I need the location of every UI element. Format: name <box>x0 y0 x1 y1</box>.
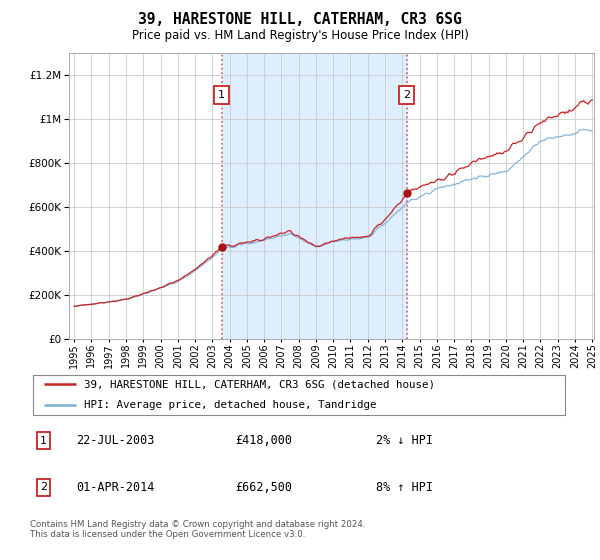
Text: 1: 1 <box>218 90 225 100</box>
Text: 8% ↑ HPI: 8% ↑ HPI <box>376 481 433 494</box>
FancyBboxPatch shape <box>33 375 565 415</box>
Text: 2: 2 <box>403 90 410 100</box>
Text: HPI: Average price, detached house, Tandridge: HPI: Average price, detached house, Tand… <box>84 400 377 410</box>
Text: 2: 2 <box>40 482 47 492</box>
Text: Contains HM Land Registry data © Crown copyright and database right 2024.
This d: Contains HM Land Registry data © Crown c… <box>30 520 365 539</box>
Text: 39, HARESTONE HILL, CATERHAM, CR3 6SG: 39, HARESTONE HILL, CATERHAM, CR3 6SG <box>138 12 462 27</box>
Text: Price paid vs. HM Land Registry's House Price Index (HPI): Price paid vs. HM Land Registry's House … <box>131 29 469 42</box>
Text: 39, HARESTONE HILL, CATERHAM, CR3 6SG (detached house): 39, HARESTONE HILL, CATERHAM, CR3 6SG (d… <box>84 380 435 390</box>
Text: 2% ↓ HPI: 2% ↓ HPI <box>376 434 433 447</box>
Text: £662,500: £662,500 <box>235 481 292 494</box>
Bar <box>221 53 407 339</box>
Text: 22-JUL-2003: 22-JUL-2003 <box>76 434 154 447</box>
Text: 01-APR-2014: 01-APR-2014 <box>76 481 154 494</box>
Text: 1: 1 <box>40 436 47 446</box>
Text: £418,000: £418,000 <box>235 434 292 447</box>
